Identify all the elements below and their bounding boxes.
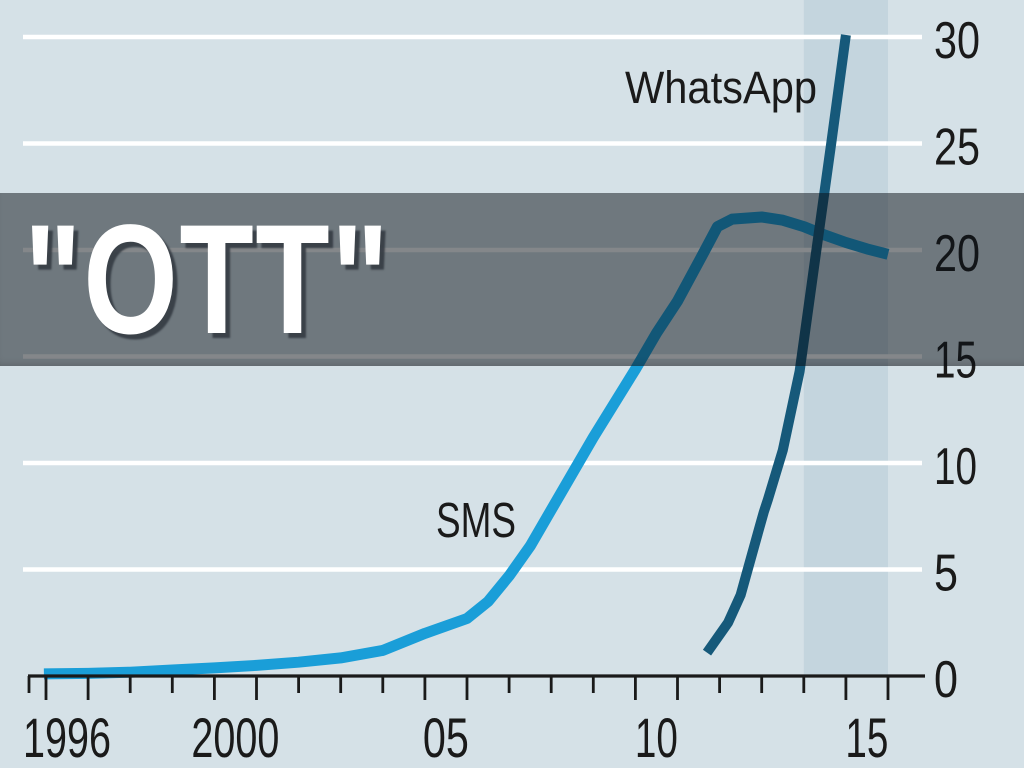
x-tick-label-2000: 2000 bbox=[191, 706, 279, 768]
y-tick-label-25: 25 bbox=[934, 119, 980, 177]
y-tick-label-30: 30 bbox=[934, 12, 980, 70]
y-tick-label-10: 10 bbox=[934, 438, 977, 496]
ott-banner: "OTT" bbox=[0, 193, 1024, 366]
sms-series-label: SMS bbox=[436, 494, 516, 548]
x-tick-label-1996: 1996 bbox=[23, 706, 111, 768]
ott-title: "OTT" bbox=[24, 192, 391, 367]
y-tick-label-5: 5 bbox=[934, 545, 958, 603]
y-tick-label-0: 0 bbox=[934, 651, 958, 709]
x-tick-label-05: 05 bbox=[423, 706, 469, 768]
x-tick-label-10: 10 bbox=[635, 706, 678, 768]
whatsapp-series-label: WhatsApp bbox=[625, 62, 817, 113]
x-tick-label-15: 15 bbox=[845, 706, 888, 768]
